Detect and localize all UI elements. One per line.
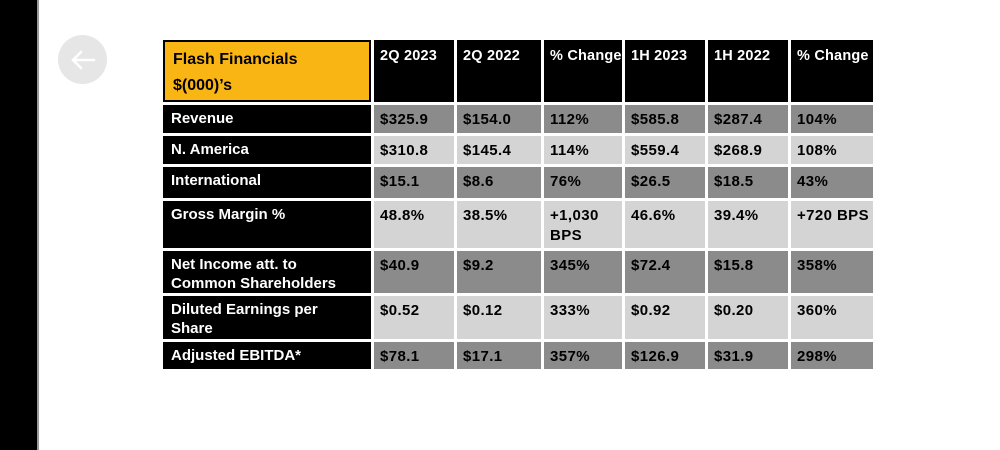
column-header: 1H 2022 [708,40,788,102]
table-row: Adjusted EBITDA* $78.1 $17.1 357% $126.9 $31.… [163,341,873,369]
flash-financials-table-container: Flash Financials $(000)’s 2Q 2023 2Q 2022… [160,37,876,372]
data-cell: 358% [791,250,873,294]
data-cell: 333% [544,296,622,339]
row-label: Adjusted EBITDA* [163,341,371,369]
back-button[interactable] [58,35,107,84]
data-cell: $78.1 [374,341,454,369]
data-cell: $559.4 [625,135,705,164]
table-row: Revenue $325.9 $154.0 112% $585.8 $287.4 104% [163,104,873,133]
data-cell: $26.5 [625,166,705,198]
data-cell: 360% [791,296,873,339]
data-cell: 104% [791,104,873,133]
data-cell: $0.52 [374,296,454,339]
table-body: Revenue $325.9 $154.0 112% $585.8 $287.4 104% N… [163,104,873,369]
data-cell: $17.1 [457,341,541,369]
data-cell: $585.8 [625,104,705,133]
data-cell: $9.2 [457,250,541,294]
data-cell: 112% [544,104,622,133]
data-cell: 357% [544,341,622,369]
table-row: International $15.1 $8.6 76% $26.5 $18.5 43% [163,166,873,198]
data-cell: $40.9 [374,250,454,294]
table-header-row: Flash Financials $(000)’s 2Q 2023 2Q 2022… [163,40,873,102]
left-edge-bar [0,0,37,450]
data-cell: 43% [791,166,873,198]
column-header: % Change [791,40,873,102]
flash-financials-table: Flash Financials $(000)’s 2Q 2023 2Q 2022… [160,37,876,372]
row-label: N. America [163,135,371,164]
data-cell: +1,030 BPS [544,200,622,248]
table-title-line1: Flash Financials [173,51,298,68]
data-cell: $287.4 [708,104,788,133]
data-cell: 345% [544,250,622,294]
data-cell: $0.20 [708,296,788,339]
table-title-line2: $(000)’s [173,77,232,95]
table-row: Diluted Earnings per Share $0.52 $0.12 333%… [163,296,873,339]
left-arrow-icon [68,49,98,71]
row-label: Net Income att. to Common Shareholders [163,250,371,294]
data-cell: $72.4 [625,250,705,294]
data-cell: 38.5% [457,200,541,248]
table-row: Gross Margin % 48.8% 38.5% +1,030 BPS 46.6% 3… [163,200,873,248]
data-cell: $31.9 [708,341,788,369]
data-cell: 39.4% [708,200,788,248]
table-row: N. America $310.8 $145.4 114% $559.4 $268.9 10… [163,135,873,164]
row-label: Diluted Earnings per Share [163,296,371,339]
data-cell: $126.9 [625,341,705,369]
data-cell: 298% [791,341,873,369]
data-cell: $18.5 [708,166,788,198]
data-cell: $0.12 [457,296,541,339]
row-label: Gross Margin % [163,200,371,248]
data-cell: $154.0 [457,104,541,133]
data-cell: 46.6% [625,200,705,248]
data-cell: $325.9 [374,104,454,133]
row-label: International [163,166,371,198]
column-header: 2Q 2023 [374,40,454,102]
data-cell: 76% [544,166,622,198]
data-cell: $8.6 [457,166,541,198]
data-cell: 108% [791,135,873,164]
row-label: Revenue [163,104,371,133]
column-header: 2Q 2022 [457,40,541,102]
data-cell: $15.1 [374,166,454,198]
data-cell: $310.8 [374,135,454,164]
left-edge-divider [37,0,39,450]
table-row: Net Income att. to Common Shareholders $4… [163,250,873,294]
data-cell: $268.9 [708,135,788,164]
data-cell: $145.4 [457,135,541,164]
data-cell: 48.8% [374,200,454,248]
data-cell: $0.92 [625,296,705,339]
table-title-cell: Flash Financials $(000)’s [163,40,371,102]
column-header: 1H 2023 [625,40,705,102]
data-cell: $15.8 [708,250,788,294]
data-cell: 114% [544,135,622,164]
column-header: % Change [544,40,622,102]
data-cell: +720 BPS [791,200,873,248]
